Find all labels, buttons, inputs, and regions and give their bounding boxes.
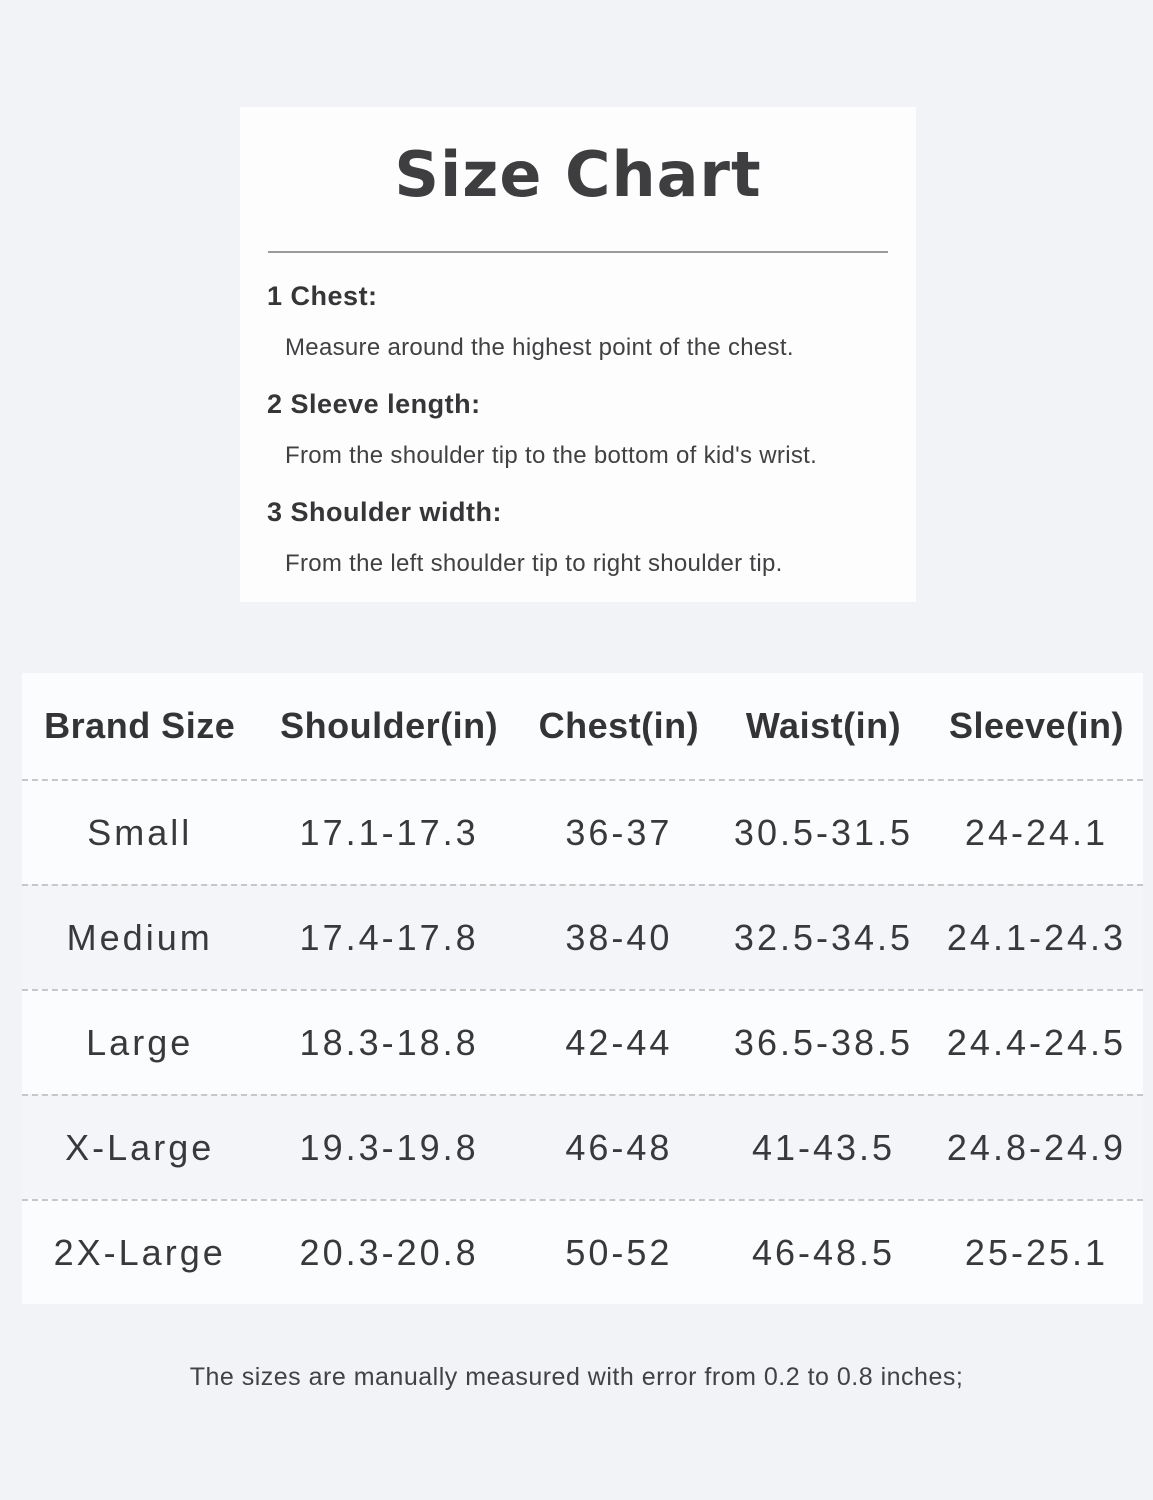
table-header-sleeve: Sleeve(in): [948, 705, 1125, 746]
table-cell: 50-52: [565, 1231, 673, 1273]
page-title: Size Chart: [394, 138, 762, 211]
instruction-label: Chest:: [290, 281, 378, 311]
table-row-medium: Medium 17.4-17.8 38-40 32.5-34.5 24.1-24…: [22, 884, 1143, 989]
measurement-note: The sizes are manually measured with err…: [189, 1363, 964, 1391]
table-header-chest: Chest(in): [538, 705, 700, 746]
table-header-row: Brand Size Shoulder(in) Chest(in) Waist(…: [22, 673, 1143, 779]
table-cell: Large: [86, 1021, 194, 1063]
instruction-heading-shoulder: 3 Shoulder width:: [240, 497, 916, 527]
table-cell: 46-48.5: [751, 1231, 896, 1273]
table-cell: 24.1-24.3: [946, 916, 1127, 958]
table-header-waist: Waist(in): [745, 705, 902, 746]
instruction-heading-sleeve: 2 Sleeve length:: [240, 389, 916, 419]
table-cell: 24.8-24.9: [946, 1126, 1127, 1168]
table-cell: 19.3-19.8: [299, 1126, 479, 1168]
table-row-small: Small 17.1-17.3 36-37 30.5-31.5 24-24.1: [22, 779, 1143, 884]
table-cell: 2X-Large: [53, 1231, 226, 1273]
table-cell: 38-40: [565, 916, 673, 958]
instruction-label: Shoulder width:: [290, 497, 503, 527]
table-cell: 32.5-34.5: [733, 916, 914, 958]
table-cell: 46-48: [565, 1126, 673, 1168]
instruction-description-chest: Measure around the highest point of the …: [285, 334, 794, 361]
table-cell: Small: [87, 811, 193, 853]
instruction-description-shoulder: From the left shoulder tip to right shou…: [285, 550, 783, 577]
instruction-description-sleeve: From the shoulder tip to the bottom of k…: [285, 442, 818, 469]
table-row-x-large: X-Large 19.3-19.8 46-48 41-43.5 24.8-24.…: [22, 1094, 1143, 1199]
table-cell: 20.3-20.8: [299, 1231, 479, 1273]
table-header-shoulder: Shoulder(in): [280, 705, 499, 746]
table-cell: 36-37: [565, 811, 673, 853]
instruction-number: 2: [267, 389, 283, 419]
table-cell: 18.3-18.8: [299, 1021, 479, 1063]
title-divider: [268, 251, 888, 253]
table-cell: X-Large: [65, 1126, 215, 1168]
table-cell: 41-43.5: [751, 1126, 896, 1168]
table-cell: 42-44: [565, 1021, 673, 1063]
table-cell: 17.1-17.3: [299, 811, 479, 853]
table-cell: 24-24.1: [964, 811, 1109, 853]
table-cell: 25-25.1: [964, 1231, 1109, 1273]
table-cell: 17.4-17.8: [299, 916, 479, 958]
size-table: Brand Size Shoulder(in) Chest(in) Waist(…: [22, 673, 1143, 1304]
instruction-heading-chest: 1 Chest:: [240, 281, 916, 311]
table-header-brand-size: Brand Size: [44, 705, 236, 746]
instruction-number: 3: [267, 497, 283, 527]
table-cell: 36.5-38.5: [733, 1021, 914, 1063]
table-cell: 24.4-24.5: [946, 1021, 1127, 1063]
table-cell: Medium: [66, 916, 213, 958]
table-cell: 30.5-31.5: [733, 811, 914, 853]
measurement-guide-card: Size Chart 1 Chest: Measure around the h…: [240, 107, 916, 602]
table-row-2x-large: 2X-Large 20.3-20.8 50-52 46-48.5 25-25.1: [22, 1199, 1143, 1304]
instruction-number: 1: [267, 281, 283, 311]
instruction-label: Sleeve length:: [290, 389, 481, 419]
table-row-large: Large 18.3-18.8 42-44 36.5-38.5 24.4-24.…: [22, 989, 1143, 1094]
